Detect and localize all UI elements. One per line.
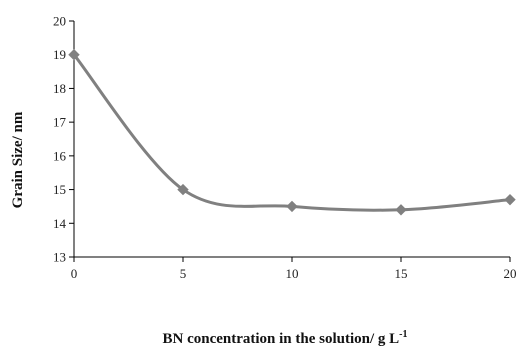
- y-axis-title: Grain Size/ nm: [10, 111, 26, 208]
- x-axis-title: BN concentration in the solution/ g L-1: [162, 329, 407, 347]
- data-point: [504, 193, 516, 206]
- x-tick-label: 15: [395, 266, 408, 281]
- y-tick-label: 15: [53, 182, 66, 197]
- y-tick-label: 20: [53, 14, 66, 29]
- x-tick-label: 20: [504, 266, 516, 281]
- tick-labels: 13 14 15 16 17 18 19 20 0 5 10 15 20: [53, 14, 516, 282]
- x-tick-label: 10: [286, 266, 299, 281]
- data-point: [177, 183, 189, 196]
- x-axis-title-superscript: -1: [399, 329, 407, 340]
- y-tick-label: 14: [53, 216, 67, 231]
- x-axis-title-text: BN concentration in the solution/ g L: [162, 331, 399, 347]
- series-layer: [68, 49, 516, 216]
- axes: [69, 20, 511, 262]
- y-tick-label: 13: [53, 250, 66, 265]
- x-tick-label: 0: [71, 266, 78, 281]
- x-tick-label: 5: [180, 266, 187, 281]
- y-tick-label: 16: [53, 148, 67, 163]
- series-line: [72, 53, 511, 212]
- y-tick-label: 19: [53, 47, 66, 62]
- y-tick-label: 17: [53, 115, 67, 130]
- y-tick-label: 18: [53, 81, 66, 96]
- data-point: [68, 49, 80, 61]
- data-point: [395, 204, 407, 216]
- data-point: [286, 200, 298, 213]
